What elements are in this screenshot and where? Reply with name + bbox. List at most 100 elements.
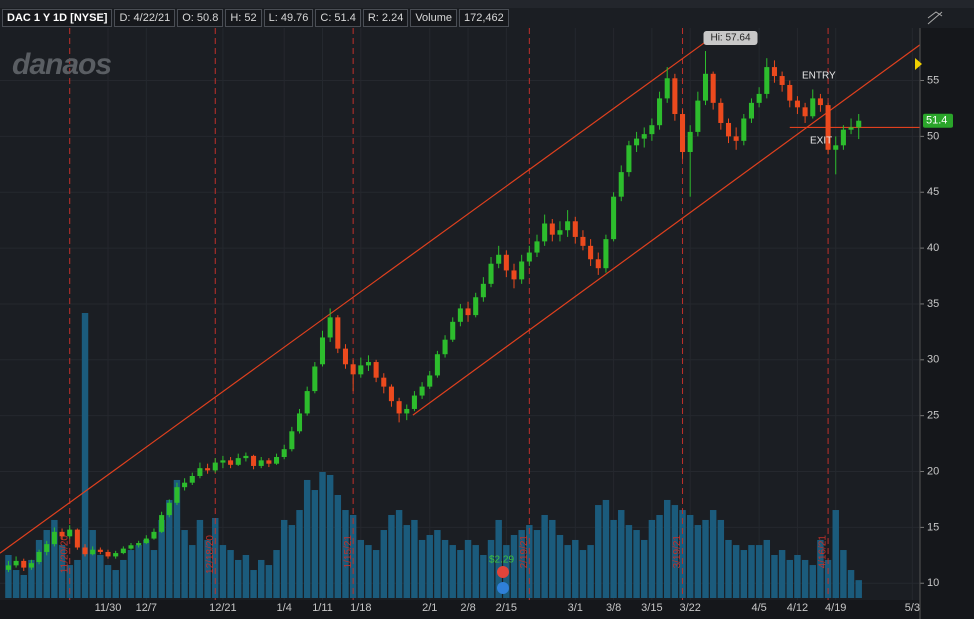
y-tick-label: 25 (927, 410, 939, 422)
candle-body (794, 100, 800, 108)
candle-body (411, 395, 417, 409)
volume-bar (602, 499, 610, 598)
candle-body (205, 468, 211, 471)
candle-body (128, 545, 134, 549)
volume-bar (395, 510, 403, 598)
volume-bar (89, 530, 96, 598)
volume-bar (296, 510, 303, 598)
volume-bar (58, 545, 66, 598)
volume-bar (794, 554, 801, 598)
candle-body (764, 67, 770, 94)
top-strip (0, 0, 974, 8)
candle-body (251, 455, 257, 466)
candle-body (603, 239, 609, 269)
volume-bar (173, 479, 181, 598)
candle-body (258, 460, 264, 466)
candle-body (496, 254, 502, 264)
candle-body (641, 134, 647, 139)
candle-body (388, 386, 394, 402)
candle-body (810, 98, 816, 117)
volume-bar (342, 510, 349, 598)
candle-body (756, 93, 762, 103)
volume-bar (265, 565, 273, 598)
volume-bar (533, 530, 541, 598)
candle-body (572, 221, 578, 237)
volume-bar (778, 550, 786, 598)
volume-bar (709, 510, 717, 598)
x-tick-label: 1/11 (312, 602, 333, 614)
volume-bar (242, 554, 250, 598)
candle-body (342, 348, 349, 365)
candle-body (51, 531, 57, 545)
volume-bar (572, 539, 579, 598)
volume-bar (403, 525, 410, 598)
drawing-icon[interactable] (927, 11, 943, 25)
candle-body (833, 145, 839, 150)
y-tick-label: 30 (927, 354, 939, 366)
candle-body (618, 172, 624, 197)
dividend-icon[interactable] (497, 582, 509, 594)
candle-body (465, 308, 471, 316)
candle-body (404, 408, 410, 414)
candle-body (59, 531, 65, 537)
expiration-label: 3/19/21 (672, 535, 683, 569)
candle-body (120, 548, 126, 554)
candle-body (136, 543, 142, 546)
volume-bar (204, 539, 211, 598)
volume-bar (663, 499, 671, 598)
earnings-icon[interactable] (497, 566, 509, 578)
volume-bar (495, 519, 502, 598)
candle-body (312, 366, 318, 392)
volume-bar (725, 539, 732, 598)
candle-body (13, 560, 19, 566)
header-item: 172,462 (459, 9, 509, 27)
candle-body (817, 98, 823, 106)
x-tick-label: 3/22 (679, 602, 700, 614)
x-tick-label: 12/21 (209, 602, 237, 614)
candle-layer (5, 51, 862, 573)
candle-body (450, 321, 456, 340)
candle-body (565, 221, 571, 231)
candle-body (304, 391, 310, 414)
candle-body (182, 482, 188, 488)
header-item: Volume (410, 9, 458, 27)
logo: danaos (12, 48, 111, 81)
volume-bar (212, 517, 219, 598)
volume-bar (411, 519, 418, 598)
volume-bar (166, 499, 173, 598)
candle-body (44, 544, 50, 552)
candle-body (281, 449, 287, 457)
volume-bar (817, 539, 824, 598)
candle-body (672, 78, 678, 115)
candle-body (480, 283, 486, 298)
volume-bar (771, 554, 778, 598)
candle-body (695, 100, 701, 132)
volume-bar (120, 559, 127, 598)
candle-body (457, 308, 463, 322)
candle-body (542, 223, 548, 242)
volume-bar (372, 550, 380, 598)
dividend-label: $2.29 (489, 555, 514, 566)
volume-bar (227, 550, 234, 598)
candle-body (733, 136, 739, 141)
candle-body (36, 551, 42, 563)
candle-body (189, 475, 195, 483)
trendline-layer (0, 36, 921, 554)
candle-body (702, 73, 709, 101)
candle-body (319, 337, 326, 365)
volume-bar (303, 479, 311, 598)
x-tick-label: 1/4 (277, 602, 292, 614)
candle-body (266, 460, 272, 464)
candle-body (5, 565, 11, 570)
volume-bar (250, 570, 257, 598)
expiration-label: 1/15/21 (343, 535, 354, 569)
volume-bar (809, 565, 816, 598)
candle-body (90, 549, 96, 555)
candle-body (511, 270, 517, 280)
candle-body (649, 125, 655, 135)
x-tick-label: 3/15 (641, 602, 662, 614)
x-tick-label: 4/12 (787, 602, 808, 614)
candle-body (396, 401, 402, 414)
volume-bar (549, 519, 556, 598)
